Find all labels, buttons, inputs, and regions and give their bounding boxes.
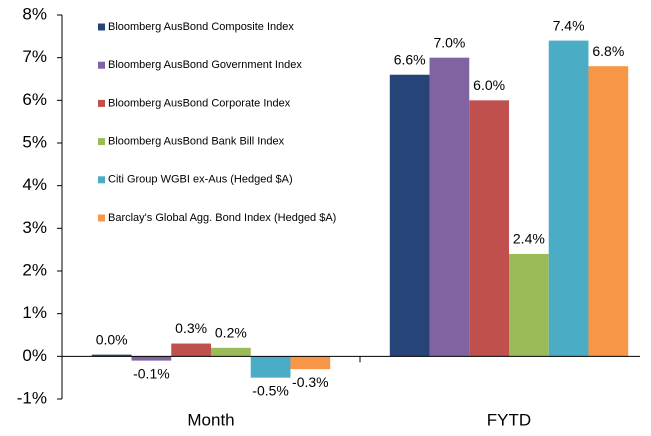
bar [548,40,589,357]
bar [171,343,211,357]
bar [290,356,331,370]
legend-label: Barclay's Global Agg. Bond Index (Hedged… [108,212,336,224]
bar [469,100,509,357]
value-label: 6.6% [394,51,426,67]
value-label: 7.4% [553,17,585,33]
value-label: -0.5% [252,382,289,398]
bar [91,354,132,357]
legend-label: Bloomberg AusBond Corporate Index [108,97,291,109]
y-tick-label: 6% [22,90,47,109]
y-tick-label: 5% [22,132,47,151]
bar [588,66,629,357]
legend-swatch [98,214,105,222]
legend-swatch [98,138,105,146]
value-label: 7.0% [433,34,465,50]
legend-swatch [98,61,105,69]
value-label: -0.1% [133,365,170,381]
bar [211,347,251,357]
y-tick-label: 7% [22,47,47,66]
legend-swatch [98,99,105,107]
legend-swatch [98,176,105,184]
value-label: 0.2% [215,325,247,341]
legend-label: Bloomberg AusBond Composite Index [108,21,294,33]
bar [429,57,470,357]
x-tick-label: Month [187,410,234,429]
bar [131,356,172,361]
bar [250,356,291,378]
y-tick-label: 2% [22,260,47,279]
value-label: 0.0% [96,331,128,347]
bar [509,253,549,357]
legend-swatch [98,23,105,31]
legend-label: Bloomberg AusBond Bank Bill Index [108,136,285,148]
value-label: 6.8% [592,43,624,59]
y-tick-label: -1% [17,388,47,407]
y-tick-label: 3% [22,218,47,237]
y-tick-label: 1% [22,303,47,322]
y-tick-label: 0% [22,346,47,365]
value-label: 2.4% [513,231,545,247]
value-label: 6.0% [473,77,505,93]
value-label: -0.3% [292,374,329,390]
legend-label: Bloomberg AusBond Government Index [108,59,302,71]
legend-label: Citi Group WGBI ex-Aus (Hedged $A) [108,174,293,186]
value-label: 0.3% [175,320,207,336]
bar [389,74,430,357]
y-tick-label: 4% [22,175,47,194]
x-tick-label: FYTD [487,410,531,429]
y-tick-label: 8% [22,4,47,23]
